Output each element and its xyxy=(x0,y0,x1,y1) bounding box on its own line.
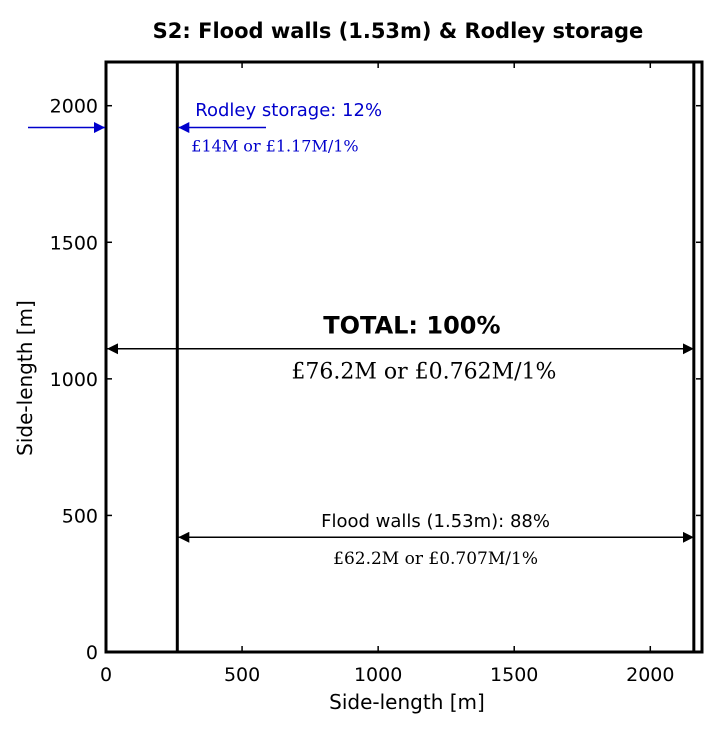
y-tick-label: 500 xyxy=(62,505,98,527)
x-axis-ticks: 0 500 1000 1500 2000 xyxy=(100,62,674,686)
x-tick-label: 2000 xyxy=(626,664,674,686)
rodley-storage-cost: £14M or £1.17M/1% xyxy=(191,136,358,155)
y-tick-label: 1500 xyxy=(50,232,98,254)
rodley-storage-label: Rodley storage: 12% xyxy=(195,100,382,121)
y-tick-label: 1000 xyxy=(50,369,98,391)
y-axis-label: Side-length [m] xyxy=(13,300,37,456)
x-tick-label: 0 xyxy=(100,664,112,686)
x-tick-label: 500 xyxy=(224,664,260,686)
y-tick-label: 2000 xyxy=(50,96,98,118)
plot-area-frame xyxy=(104,60,704,654)
flood-walls-cost: £62.2M or £0.707M/1% xyxy=(333,549,538,569)
chart-title: S2: Flood walls (1.53m) & Rodley storage xyxy=(153,19,644,43)
x-tick-label: 1000 xyxy=(354,664,402,686)
y-axis-ticks: 0 500 1000 1500 2000 xyxy=(50,96,702,664)
x-axis-label: Side-length [m] xyxy=(329,690,485,714)
total-cost: £76.2M or £0.762M/1% xyxy=(291,360,556,385)
x-tick-label: 1500 xyxy=(490,664,538,686)
y-tick-label: 0 xyxy=(86,642,98,664)
total-label: TOTAL: 100% xyxy=(323,312,500,340)
flood-walls-label: Flood walls (1.53m): 88% xyxy=(321,511,550,532)
